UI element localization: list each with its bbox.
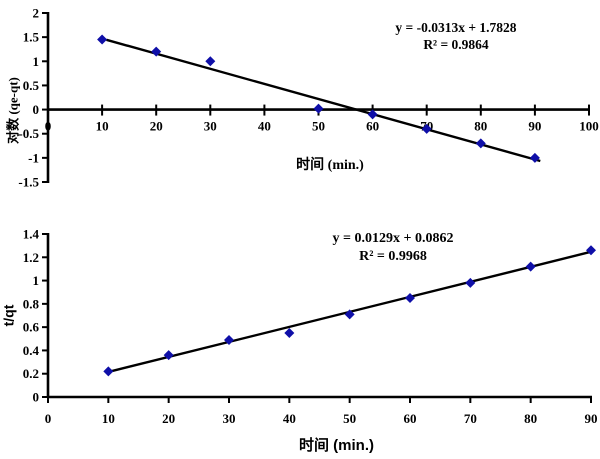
x-tick-label: 10	[102, 411, 115, 426]
x-tick-label: 0	[45, 119, 52, 134]
x-tick-label: 10	[96, 119, 109, 134]
data-point	[163, 350, 174, 361]
x-tick-label: 50	[343, 411, 356, 426]
x-tick-label: 30	[204, 119, 217, 134]
second-order-plot-canvas: 0 0.2 0.4 0.6 0.8 1 1.2 1.4 0 10 20 30 40 50 60 70 80 90	[23, 227, 598, 427]
x-tick-label: 90	[585, 411, 598, 426]
data-point	[475, 138, 486, 149]
data-point	[525, 261, 536, 272]
trendline	[106, 38, 541, 163]
x-tick-label: 50	[312, 119, 325, 134]
first-order-plot-canvas: -1.5-1-0.500.511.52010203040506070809010…	[18, 6, 599, 190]
y-tick-label: 0	[33, 102, 40, 117]
equation-text: y = -0.0313x + 1.7828	[395, 20, 517, 35]
y-tick-label: 0.5	[23, 78, 40, 93]
x-tick-label: 70	[464, 411, 477, 426]
y-tick-label: 0.8	[23, 296, 40, 311]
data-point	[313, 103, 324, 114]
y-tick-label: -1.5	[18, 175, 39, 190]
data-point	[224, 334, 234, 345]
x-tick-label: 40	[258, 119, 271, 134]
trendline-annotation-first-order: y = -0.0313x + 1.7828 R² = 0.9864	[378, 19, 534, 53]
x-axis-title-first-order: 时间 (min.)	[296, 158, 364, 173]
data-point	[529, 152, 540, 163]
x-tick-label: 20	[150, 119, 163, 134]
y-axis-title-first-order: 对数 (qe-qt)	[5, 77, 21, 144]
data-point	[421, 123, 432, 134]
x-tick-label: 0	[45, 411, 52, 426]
x-tick-label: 80	[524, 411, 537, 426]
x-tick-label: 20	[162, 411, 175, 426]
x-tick-label: 60	[366, 119, 379, 134]
data-point	[465, 277, 476, 288]
y-tick-label: 2	[33, 6, 40, 21]
data-point	[151, 46, 162, 57]
y-tick-label: 1.2	[23, 250, 39, 265]
x-tick-label: 80	[474, 119, 487, 134]
y-tick-label: 1.4	[23, 227, 40, 242]
x-tick-label: 90	[528, 119, 541, 134]
data-point	[97, 34, 108, 45]
trendline-annotation-second-order: y = 0.0129x + 0.0862 R² = 0.9968	[315, 230, 471, 266]
data-point	[205, 56, 216, 67]
data-point	[103, 366, 114, 377]
data-point	[586, 245, 596, 256]
x-tick-label: 100	[579, 119, 599, 134]
data-point	[405, 293, 415, 304]
y-tick-label: 0.2	[23, 366, 39, 381]
y-tick-label: -1	[28, 150, 39, 165]
y-tick-label: 1	[33, 54, 40, 69]
y-tick-label: 0	[33, 390, 40, 405]
equation-text: y = 0.0129x + 0.0862	[332, 231, 454, 246]
x-axis-title-second-order: 时间 (min.)	[299, 437, 374, 454]
y-tick-label: -0.5	[18, 126, 39, 141]
y-tick-label: 0.4	[23, 343, 40, 358]
y-axis-title-second-order: t/qt	[0, 304, 17, 327]
y-tick-label: 1	[33, 273, 40, 288]
x-tick-label: 40	[283, 411, 296, 426]
data-point	[284, 327, 295, 338]
y-tick-label: 0.6	[23, 320, 40, 335]
r-squared-text: R² = 0.9864	[423, 37, 489, 52]
data-point	[344, 309, 355, 320]
r-squared-text: R² = 0.9968	[359, 249, 427, 264]
x-tick-label: 60	[404, 411, 417, 426]
y-tick-label: 1.5	[23, 30, 40, 45]
x-tick-label: 30	[223, 411, 236, 426]
data-point	[367, 109, 378, 120]
